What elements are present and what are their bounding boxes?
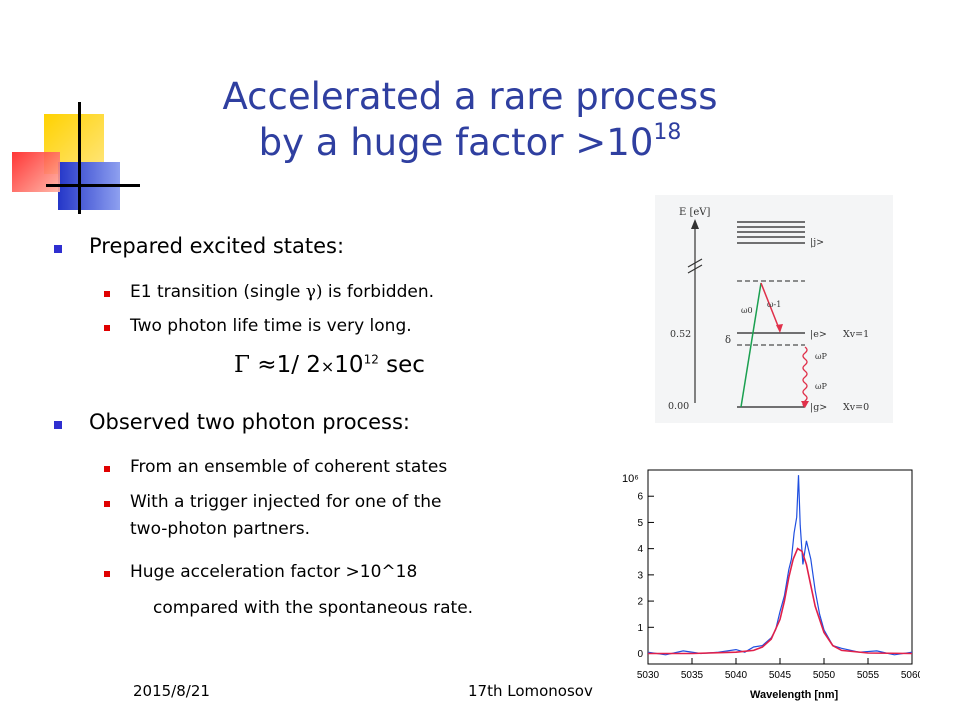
stokes-arrowhead — [776, 324, 783, 333]
fit-curve-line — [648, 547, 913, 655]
bullet-life-time: Two photon life time is very long. — [130, 316, 412, 336]
y-tick-label: 4 — [637, 544, 643, 555]
xv0-label: Xv=0 — [843, 402, 869, 413]
title-exponent: 18 — [653, 120, 682, 145]
energy-level-diagram: E [eV] 0.52 0.00 |j> |e> Xv=1 |g> Xv=0 ω… — [655, 195, 893, 423]
bullet-e1-transition: E1 transition (single γ) is forbidden. — [130, 282, 434, 302]
bullet-ensemble: From an ensemble of coherent states — [130, 457, 448, 477]
formula-approx: ≈ — [257, 352, 277, 378]
formula-unit: sec — [386, 352, 425, 378]
black-vertical-line — [78, 102, 81, 214]
corner-decoration — [0, 100, 140, 220]
state-e-label: |e> — [810, 329, 827, 340]
title-line1: Accelerated a rare process — [222, 75, 718, 118]
bullet-text: is forbidden. — [322, 282, 435, 302]
section2-heading: Observed two photon process: — [89, 410, 410, 434]
formula-exponent: 12 — [363, 352, 379, 367]
state-j-label: |j> — [810, 237, 824, 248]
bullet-marker — [104, 291, 110, 297]
gamma-symbol: γ) — [305, 282, 323, 302]
footer-event: 17th Lomonosov — [468, 682, 593, 700]
spectrum-chart: 10⁶ 50305035504050455050505550600123456 … — [614, 460, 920, 706]
formula-times: × — [320, 357, 335, 376]
omegaP2-label: ωP — [815, 382, 828, 391]
tick-052: 0.52 — [670, 329, 691, 340]
omega0-label: ω0 — [741, 306, 753, 315]
bullet-marker — [104, 466, 110, 472]
upper-levels — [737, 221, 805, 244]
y-tick-label: 0 — [637, 649, 643, 660]
x-tick-label: 5040 — [725, 670, 748, 681]
formula-gamma: Γ — [234, 352, 250, 378]
pair-photon-arrowhead — [801, 401, 809, 408]
axis-break — [687, 258, 703, 274]
bullet-marker — [104, 571, 110, 577]
y-tick-label: 3 — [637, 570, 643, 581]
y-tick-label: 5 — [637, 518, 643, 529]
x-tick-label: 5030 — [637, 670, 660, 681]
stokes-arrow — [760, 282, 781, 332]
y-tick-label: 1 — [637, 623, 643, 634]
bullet-marker — [54, 421, 62, 429]
section1-heading: Prepared excited states: — [89, 234, 345, 258]
footer-date: 2015/8/21 — [133, 682, 210, 700]
bullet-acceleration: Huge acceleration factor >10^18 — [130, 562, 418, 582]
axis-arrow — [691, 219, 699, 229]
pair-photon-wave — [802, 346, 808, 408]
black-horizontal-line — [46, 184, 140, 187]
pump-arrow — [740, 282, 762, 408]
x-tick-label: 5045 — [769, 670, 792, 681]
state-g-label: |g> — [810, 402, 827, 413]
lifetime-formula: Γ ≈1/ 2×1012 sec — [234, 352, 425, 378]
bullet-trigger-cont: two-photon partners. — [130, 519, 310, 539]
bullet-text: E1 transition (single — [130, 282, 306, 302]
y-tick-label: 2 — [637, 597, 643, 608]
bullet-trigger: With a trigger injected for one of the — [130, 492, 442, 512]
title-line2: by a huge factor >1018 — [150, 120, 790, 166]
title-line2-text: by a huge factor >10 — [258, 121, 654, 164]
delta-label: δ — [725, 335, 731, 346]
diagram-background — [655, 195, 893, 423]
bullet-marker — [54, 245, 62, 253]
omega-minus-label: ω-1 — [767, 300, 781, 309]
chart-background — [614, 460, 920, 706]
x-tick-label: 5055 — [857, 670, 880, 681]
bullet-marker — [104, 501, 110, 507]
formula-base: 10 — [334, 352, 364, 378]
x-tick-label: 5035 — [681, 670, 704, 681]
x-axis-label: Wavelength [nm] — [750, 689, 839, 701]
y-multiplier: 10⁶ — [622, 473, 639, 485]
tick-000: 0.00 — [668, 401, 689, 412]
bullet-marker — [104, 325, 110, 331]
x-tick-label: 5050 — [813, 670, 836, 681]
slide-title: Accelerated a rare process by a huge fac… — [150, 74, 790, 166]
xv1-label: Xv=1 — [843, 329, 869, 340]
omegaP1-label: ωP — [815, 352, 828, 361]
axis-label: E [eV] — [679, 207, 711, 218]
y-tick-label: 6 — [637, 492, 643, 503]
bullet-acceleration-cont: compared with the spontaneous rate. — [153, 598, 474, 618]
formula-half: 1/ 2 — [276, 352, 321, 378]
